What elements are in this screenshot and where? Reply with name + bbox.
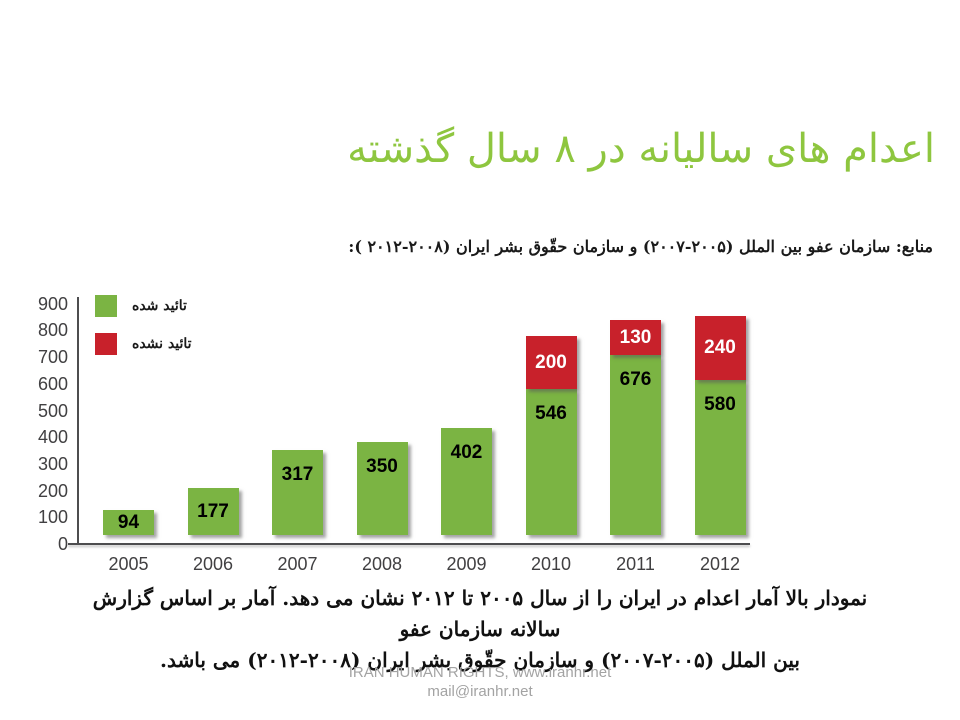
y-tick-label: 500 <box>37 400 68 421</box>
y-tick-label: 0 <box>57 534 68 554</box>
bar-value-2010-unconfirmed: 200 <box>535 351 567 373</box>
y-tick-label: 600 <box>37 373 68 394</box>
bar-2009-confirmed: 402 <box>441 428 492 535</box>
y-tick-label: 200 <box>37 480 68 501</box>
x-axis-label-2008: 2008 <box>361 554 403 574</box>
y-axis-line <box>77 297 79 545</box>
description-line-1: نمودار بالا آمار اعدام در ایران را از سا… <box>92 586 868 641</box>
legend-label-confirmed: تائید شده <box>132 298 187 314</box>
bar-value-2006-confirmed: 177 <box>197 500 229 522</box>
x-axis-label-2006: 2006 <box>192 554 234 574</box>
bar-2010-unconfirmed: 200 <box>525 336 577 389</box>
bar-2006-confirmed: 177 <box>187 488 239 535</box>
footer: IRAN HUMAN RIGHTS, www.iranhr.net mail@i… <box>0 663 960 701</box>
y-tick-label: 900 <box>37 293 68 314</box>
bar-value-2007-confirmed: 317 <box>281 464 314 485</box>
x-axis-label-2011: 2011 <box>616 554 655 574</box>
x-axis-label-2005: 2005 <box>108 554 149 574</box>
bar-value-2011-confirmed: 676 <box>619 369 652 390</box>
chart-description: نمودار بالا آمار اعدام در ایران را از سا… <box>70 583 890 676</box>
x-axis-label-2009: 2009 <box>446 554 487 574</box>
bar-value-2008-confirmed: 350 <box>366 456 398 477</box>
x-axis-label-2012: 2012 <box>699 554 741 574</box>
legend-item-confirmed: تائید شده <box>95 295 187 317</box>
footer-org-url: IRAN HUMAN RIGHTS, www.iranhr.net <box>348 664 612 681</box>
bar-value-2011-unconfirmed: 130 <box>619 326 652 348</box>
bar-value-2009-confirmed: 402 <box>450 442 483 463</box>
legend-item-unconfirmed: تائید نشده <box>95 333 192 355</box>
bar-2010-confirmed: 546 <box>525 389 577 535</box>
bar-2005-confirmed: 94 <box>103 510 154 535</box>
legend-label-unconfirmed: تائید نشده <box>132 336 192 352</box>
source-note: منابع: سازمان عفو بین الملل (۲۰۰۵-۲۰۰۷) … <box>348 237 933 256</box>
footer-email: mail@iranhr.net <box>427 683 533 700</box>
bar-2011-unconfirmed: 130 <box>610 320 661 355</box>
bar-value-2012-confirmed: 580 <box>704 394 736 415</box>
x-axis-label-2007: 2007 <box>277 554 318 574</box>
y-tick-label: 100 <box>37 507 68 528</box>
y-tick-label: 400 <box>37 427 68 448</box>
bar-2012-confirmed: 580 <box>694 380 746 535</box>
slide-title: اعدام های سالیانه در ۸ سال گذشته <box>347 126 935 172</box>
x-axis-label-2010: 2010 <box>530 554 572 574</box>
y-tick-label: 300 <box>37 453 68 474</box>
y-tick-label: 700 <box>37 347 68 368</box>
bar-2008-confirmed: 350 <box>356 442 408 535</box>
x-axis-line <box>68 543 750 545</box>
y-tick-label: 800 <box>37 320 68 341</box>
bar-2012-unconfirmed: 240 <box>694 316 746 380</box>
bar-value-2010-confirmed: 546 <box>535 403 567 424</box>
legend-swatch-unconfirmed <box>95 333 117 355</box>
bar-value-2005-confirmed: 94 <box>117 511 140 533</box>
bar-2007-confirmed: 317 <box>272 450 323 535</box>
legend-swatch-confirmed <box>95 295 117 317</box>
description-line-2: بین الملل (۲۰۰۵-۲۰۰۷) و سازمان حقّوق بشر… <box>160 648 800 672</box>
bar-2011-confirmed: 676 <box>610 355 661 535</box>
bar-value-2012-unconfirmed: 240 <box>704 337 736 358</box>
